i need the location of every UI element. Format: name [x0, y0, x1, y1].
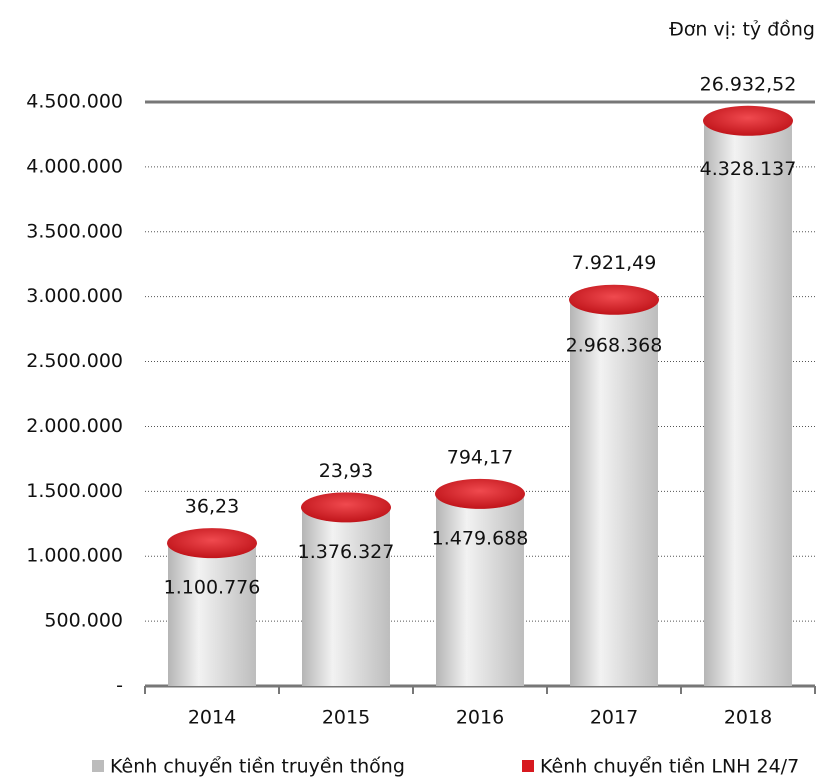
x-tick-label: 2015 [322, 707, 370, 729]
value-label: 7.921,49 [572, 252, 657, 274]
value-label: 794,17 [447, 446, 513, 468]
bar-cap [435, 478, 525, 509]
x-tick-label: 2017 [590, 707, 638, 729]
bar-cap [301, 492, 391, 523]
y-tick-label: 2.000.000 [26, 415, 123, 437]
y-tick-label: 4.500.000 [26, 91, 123, 113]
y-tick-label: - [116, 675, 123, 697]
y-tick-label: 3.500.000 [26, 220, 123, 242]
x-tick-label: 2014 [188, 707, 236, 729]
x-tick-label: 2018 [724, 707, 772, 729]
bar [436, 493, 524, 686]
value-label: 4.328.137 [700, 158, 797, 180]
y-tick-label: 3.000.000 [26, 285, 123, 307]
value-label: 36,23 [185, 496, 239, 518]
y-tick-label: 2.500.000 [26, 350, 123, 372]
x-tick-label: 2016 [456, 707, 504, 729]
bar-cap [569, 284, 659, 315]
value-label: 26.932,52 [700, 73, 797, 95]
unit-label: Đơn vị: tỷ đồng [669, 19, 815, 41]
bar [704, 124, 792, 686]
legend-swatch [522, 760, 534, 772]
bar-cap [167, 528, 257, 559]
legend-label: Kênh chuyển tiền LNH 24/7 [540, 756, 799, 778]
value-label: 1.479.688 [432, 527, 529, 549]
y-tick-label: 500.000 [44, 610, 123, 632]
bar [570, 300, 658, 686]
bar [302, 507, 390, 686]
legend-label: Kênh chuyển tiền truyền thống [110, 756, 405, 778]
value-label: 23,93 [319, 460, 373, 482]
value-label: 2.968.368 [566, 334, 663, 356]
y-tick-label: 4.000.000 [26, 155, 123, 177]
y-tick-label: 1.000.000 [26, 545, 123, 567]
value-label: 1.376.327 [298, 541, 395, 563]
bar-cap [703, 105, 793, 136]
y-tick-label: 1.500.000 [26, 480, 123, 502]
value-label: 1.100.776 [164, 577, 261, 599]
legend-swatch [92, 760, 104, 772]
bar [168, 543, 256, 686]
